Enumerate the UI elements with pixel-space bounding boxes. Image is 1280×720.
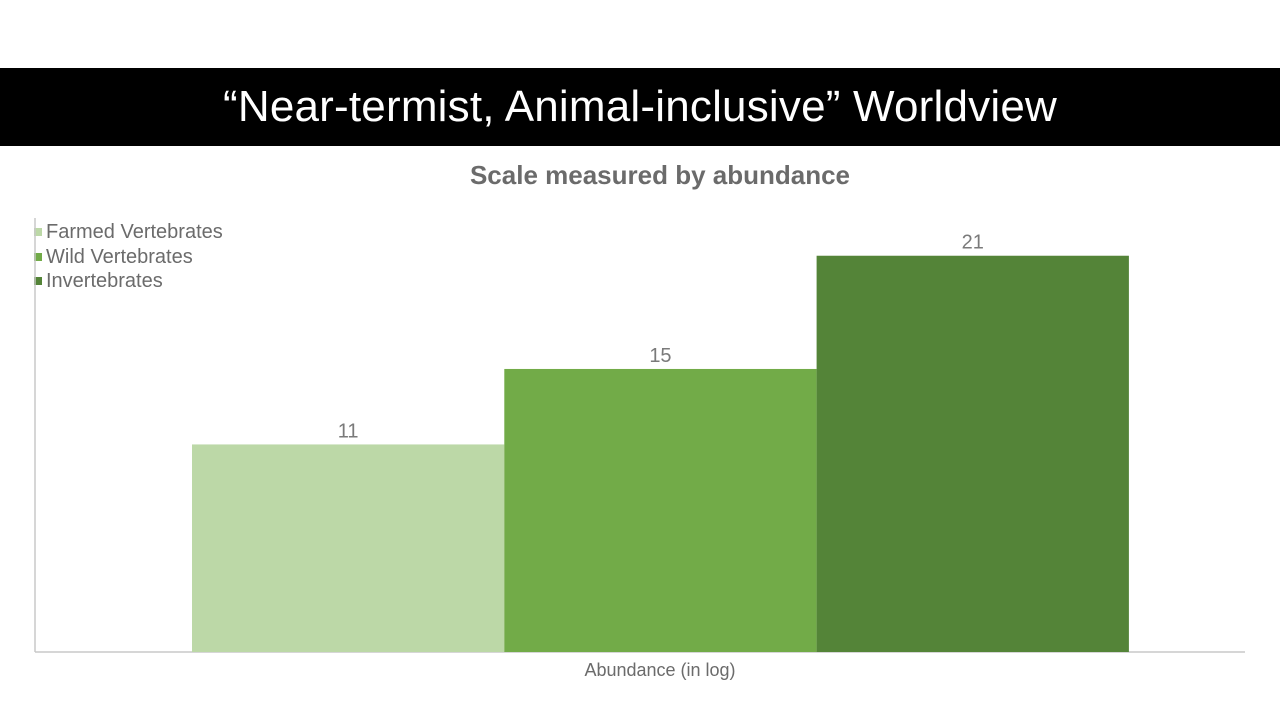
chart-title: Scale measured by abundance: [469, 160, 851, 190]
legend-item-invertebrates: Invertebrates: [34, 269, 223, 294]
legend-swatch-invertebrates: [34, 277, 42, 286]
bar-wild-vertebrates: [504, 368, 817, 652]
legend-item-farmed-vertebrates: Farmed Vertebrates: [34, 220, 223, 245]
legend-item-wild-vertebrates: Wild Vertebrates: [34, 245, 223, 270]
legend-label-invertebrates: Invertebrates: [46, 270, 163, 292]
chart-legend: Farmed Vertebrates Wild Vertebrates Inve…: [34, 220, 223, 294]
legend-swatch-farmed-vertebrates: [34, 228, 42, 237]
data-label-wild-vertebrates: 15: [649, 345, 671, 367]
bar-invertebrates: [816, 255, 1129, 652]
x-axis-label: Abundance (in log): [584, 660, 736, 680]
bar-farmed-vertebrates: [192, 444, 505, 652]
legend-label-wild-vertebrates: Wild Vertebrates: [46, 245, 193, 268]
data-label-farmed-vertebrates: 11: [338, 420, 359, 442]
bars-group: 11 15 21: [192, 232, 1129, 652]
legend-swatch-wild-vertebrates: [34, 252, 42, 261]
slide-title-bar: “Near-termist, Animal-inclusive” Worldvi…: [0, 68, 1280, 146]
legend-label-farmed-vertebrates: Farmed Vertebrates: [46, 221, 223, 243]
slide-title: “Near-termist, Animal-inclusive” Worldvi…: [223, 82, 1057, 131]
data-label-invertebrates: 21: [962, 232, 984, 254]
